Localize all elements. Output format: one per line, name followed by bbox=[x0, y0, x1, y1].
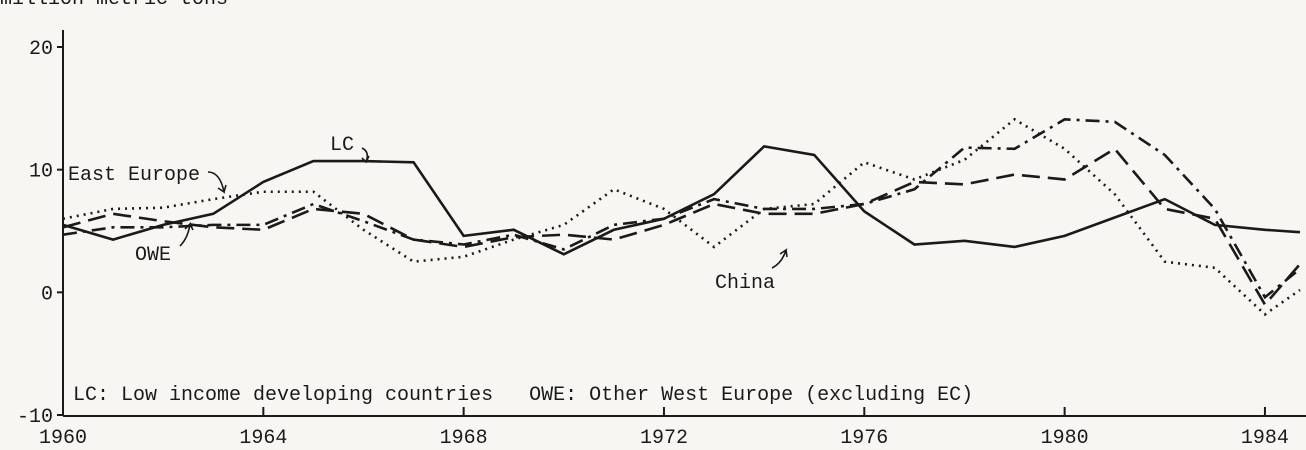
y-tick-label: 20 bbox=[29, 38, 53, 61]
series-line bbox=[62, 118, 1301, 300]
y-tick-label: -10 bbox=[17, 406, 53, 429]
x-tick-label: 1972 bbox=[640, 427, 688, 450]
series-line bbox=[62, 117, 1301, 317]
east-europe-arrow bbox=[207, 171, 227, 194]
annotation: China bbox=[715, 272, 775, 295]
x-tick-label: 1968 bbox=[440, 427, 488, 450]
annotation: East Europe bbox=[68, 164, 200, 187]
y-tick-label: 10 bbox=[29, 161, 53, 184]
annotation: LC bbox=[330, 134, 354, 157]
annotation: LC: Low income developing countries OWE:… bbox=[73, 384, 973, 407]
x-tick-label: 1984 bbox=[1241, 427, 1289, 450]
china-arrow bbox=[771, 248, 788, 269]
annotation: OWE bbox=[135, 244, 171, 267]
x-tick-label: 1964 bbox=[239, 427, 287, 450]
y-axis-label: million metric tons bbox=[0, 0, 228, 11]
series-line bbox=[62, 144, 1301, 256]
x-tick-label: 1980 bbox=[1041, 427, 1089, 450]
x-tick-label: 1976 bbox=[840, 427, 888, 450]
series-line bbox=[62, 147, 1301, 307]
x-tick-label: 1960 bbox=[39, 427, 87, 450]
y-tick-label: 0 bbox=[41, 283, 53, 306]
